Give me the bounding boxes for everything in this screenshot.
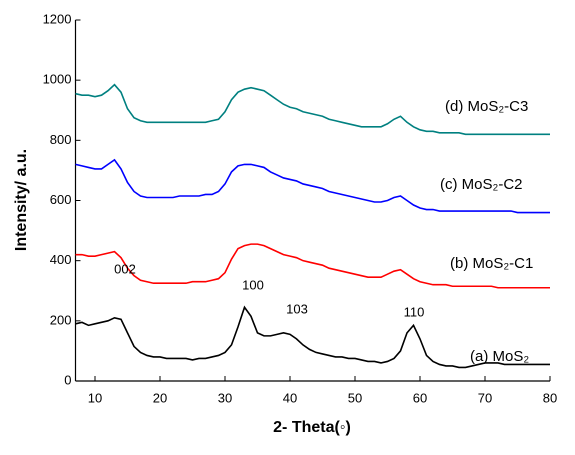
peak-label: 103	[286, 301, 308, 316]
peak-label: 002	[114, 261, 136, 276]
y-axis-label: Intensity/ a.u.	[13, 149, 30, 251]
peak-label: 100	[242, 277, 264, 292]
x-tick-label: 70	[478, 390, 492, 405]
y-tick-label: 400	[50, 252, 72, 267]
x-tick-label: 50	[348, 390, 362, 405]
y-tick-label: 0	[64, 372, 71, 387]
peak-label: 110	[404, 304, 425, 319]
x-tick-label: 20	[153, 390, 167, 405]
x-tick-label: 60	[413, 390, 427, 405]
x-tick-label: 30	[218, 390, 232, 405]
series-line	[75, 83, 550, 136]
y-tick-label: 1000	[43, 72, 72, 87]
y-tick-label: 800	[50, 132, 72, 147]
series-label: (c) MoS₂-C2	[440, 176, 523, 193]
y-tick-label: 600	[50, 192, 72, 207]
series-label: (a) MoS₂	[470, 348, 529, 365]
series-label: (d) MoS₂-C3	[445, 98, 528, 115]
x-tick-label: 80	[543, 390, 557, 405]
series-line	[75, 305, 550, 369]
x-tick-label: 40	[283, 390, 297, 405]
y-tick-label: 1200	[43, 11, 72, 26]
x-tick-label: 10	[88, 390, 102, 405]
x-axis-label: 2- Theta(◦)	[273, 419, 351, 436]
series-line	[75, 158, 550, 214]
series-label: (b) MoS₂-C1	[450, 255, 533, 272]
series-line	[75, 243, 550, 289]
y-tick-label: 200	[50, 312, 72, 327]
